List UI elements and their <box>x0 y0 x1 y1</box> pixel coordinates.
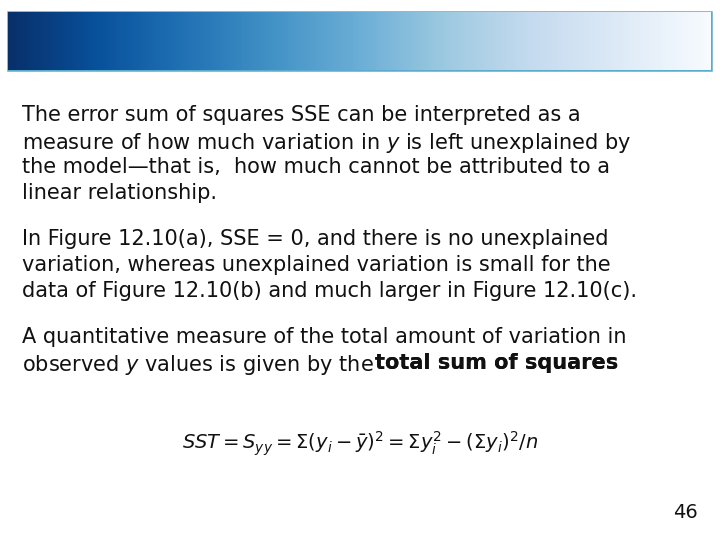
Text: total sum of squares: total sum of squares <box>375 353 618 373</box>
Text: linear relationship.: linear relationship. <box>22 183 217 203</box>
Text: $\mathdefault{SST} = S_{yy} = \Sigma(y_i - \bar{y})^2 = \Sigma y_i^2 - (\Sigma y: $\mathdefault{SST} = S_{yy} = \Sigma(y_i… <box>182 430 538 458</box>
Text: observed $y$ values is given by the: observed $y$ values is given by the <box>22 353 375 377</box>
Text: 46: 46 <box>673 503 698 522</box>
Text: In Figure 12.10(a), SSE = 0, and there is no unexplained: In Figure 12.10(a), SSE = 0, and there i… <box>22 229 608 249</box>
Text: The error sum of squares SSE can be interpreted as a: The error sum of squares SSE can be inte… <box>22 105 580 125</box>
Text: variation, whereas unexplained variation is small for the: variation, whereas unexplained variation… <box>22 255 611 275</box>
Text: data of Figure 12.10(b) and much larger in Figure 12.10(c).: data of Figure 12.10(b) and much larger … <box>22 281 637 301</box>
Text: total sum of squares: total sum of squares <box>375 353 618 373</box>
Text: The Coefficient of Determination: The Coefficient of Determination <box>18 24 687 58</box>
Text: measure of how much variation in $y$ is left unexplained by: measure of how much variation in $y$ is … <box>22 131 631 155</box>
Text: the model—that is,  how much cannot be attributed to a: the model—that is, how much cannot be at… <box>22 157 610 177</box>
Text: A quantitative measure of the total amount of variation in: A quantitative measure of the total amou… <box>22 327 626 347</box>
